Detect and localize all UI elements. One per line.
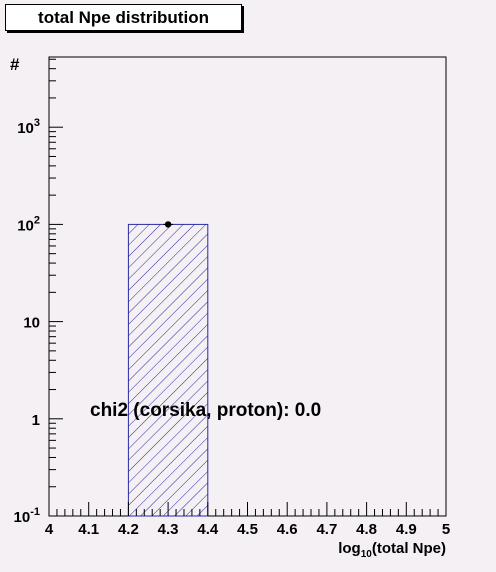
y-tick-label: 102 (17, 214, 40, 234)
y-axis-label: # (10, 55, 20, 74)
x-axis-label-rest: (total Npe) (372, 540, 446, 557)
chart-title-text: total Npe distribution (38, 7, 209, 27)
histogram-bar (127, 223, 209, 517)
plot-frame (48, 56, 447, 517)
x-tick-label: 4.7 (316, 521, 337, 538)
x-tick-label: 4.9 (396, 521, 417, 538)
x-tick-label: 4.4 (197, 521, 219, 538)
x-tick-label: 5 (442, 521, 450, 538)
x-tick-label: 4.3 (158, 521, 179, 538)
x-axis-label-main: log (338, 540, 361, 557)
x-tick-label: 4.1 (78, 521, 99, 538)
x-tick-label: 4.2 (118, 521, 139, 538)
x-tick-label: 4.8 (356, 521, 377, 538)
y-tick-label: 103 (17, 117, 40, 137)
x-tick-label: 4.5 (237, 521, 258, 538)
y-tick-label: 10-1 (14, 506, 40, 526)
data-point (164, 221, 172, 228)
x-tick-label: 4 (45, 521, 54, 538)
x-axis-label-sub: 10 (361, 549, 373, 560)
y-tick-label: 10 (23, 315, 40, 332)
y-tick-label: 1 (32, 412, 40, 429)
chart-title: total Npe distribution (5, 4, 242, 31)
x-tick-label: 4.6 (277, 521, 298, 538)
chi2-annotation: chi2 (corsika, proton): 0.0 (90, 400, 321, 421)
x-axis-label: log10(total Npe) (338, 540, 446, 560)
